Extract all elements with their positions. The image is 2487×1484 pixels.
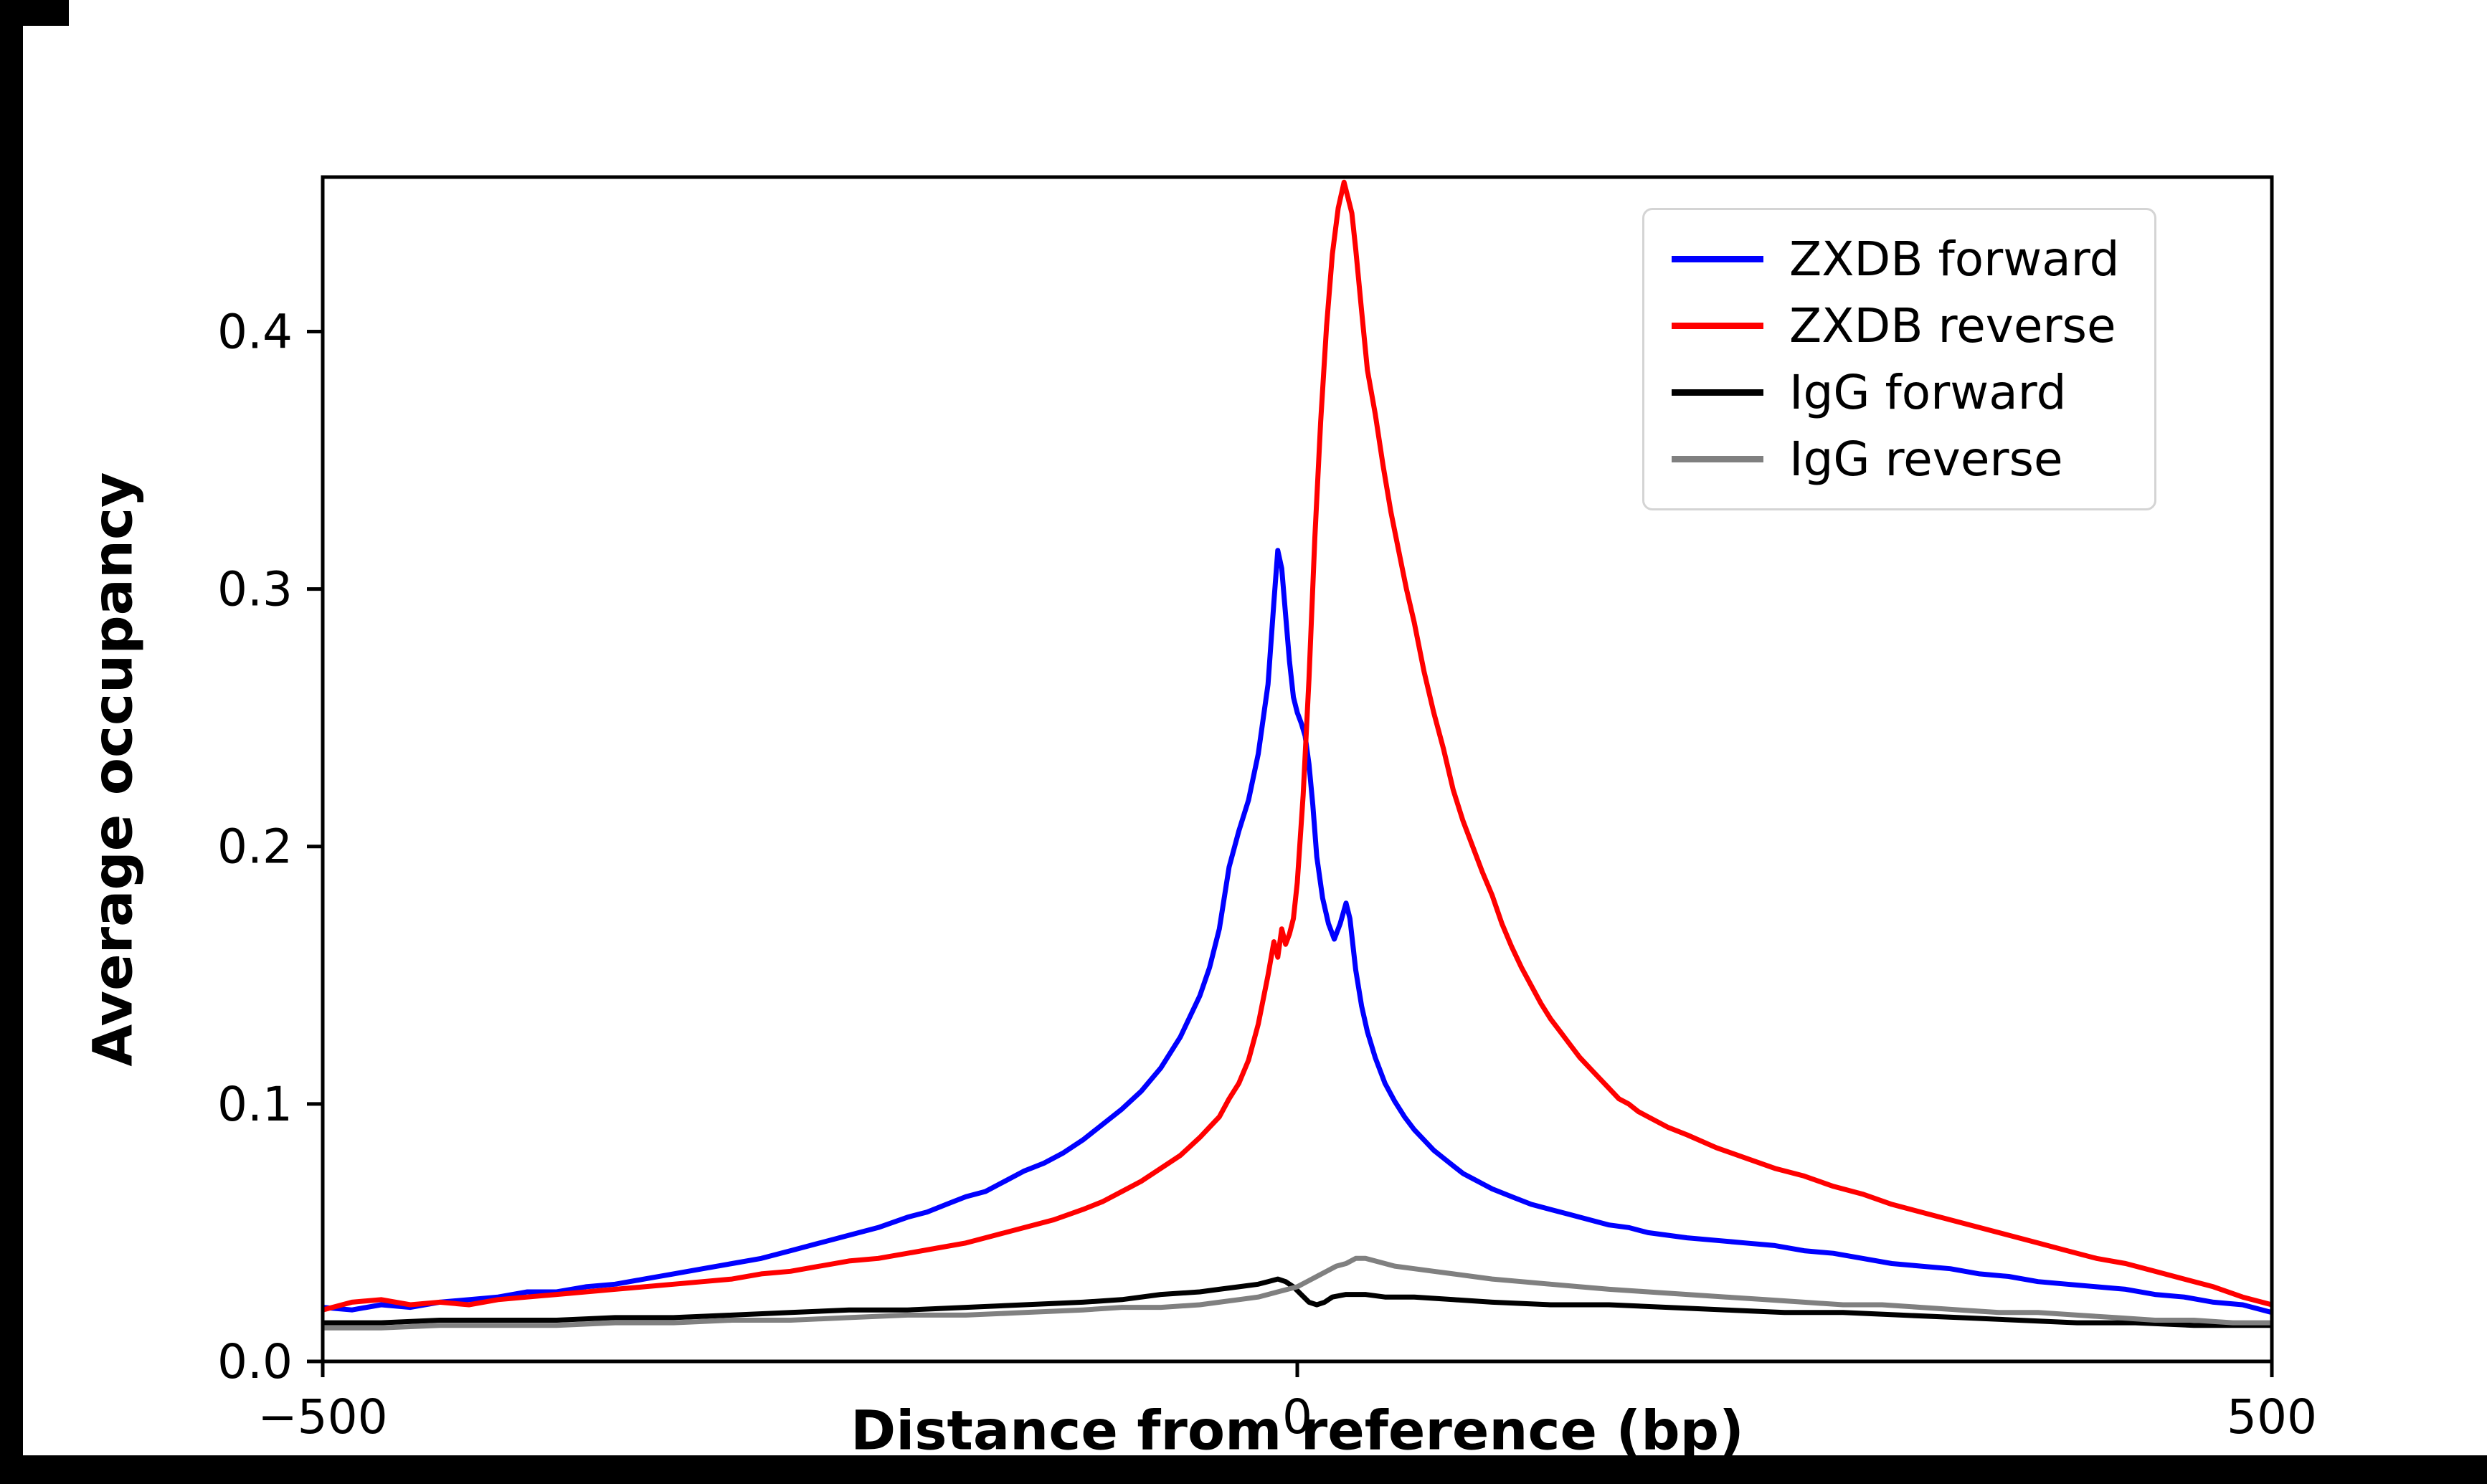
x-tick-label: 500	[2227, 1389, 2317, 1445]
legend-label: ZXDB forward	[1789, 232, 2120, 287]
screenshot-left-border	[0, 0, 23, 1484]
legend-item: IgG forward	[1672, 365, 2120, 420]
y-tick-label: 0.2	[217, 819, 293, 875]
series-line-igg-reverse	[323, 1255, 2272, 1331]
x-axis-label: Distance from reference (bp)	[851, 1398, 1744, 1462]
y-tick-label: 0.3	[217, 562, 293, 617]
series-line-igg-forward	[323, 1276, 2272, 1328]
x-tick-label: 0	[1282, 1389, 1312, 1445]
legend-line-swatch-igg-forward	[1672, 389, 1763, 396]
y-axis-label: Average occupancy	[80, 472, 145, 1067]
legend-label: IgG reverse	[1789, 432, 2063, 487]
screenshot-corner-border	[0, 0, 69, 26]
legend: ZXDB forward ZXDB reverse IgG forward Ig…	[1642, 208, 2156, 510]
legend-item: ZXDB forward	[1672, 232, 2120, 287]
screenshot-bottom-border	[0, 1455, 2487, 1484]
legend-item: ZXDB reverse	[1672, 298, 2120, 353]
legend-line-swatch-zxdb-reverse	[1672, 323, 1763, 329]
y-tick-label: 0.1	[217, 1077, 293, 1132]
y-tick-label: 0.4	[217, 304, 293, 359]
legend-label: ZXDB reverse	[1789, 298, 2116, 353]
legend-line-swatch-igg-reverse	[1672, 456, 1763, 462]
series-line-zxdb-reverse	[323, 179, 2272, 1313]
legend-label: IgG forward	[1789, 365, 2067, 420]
legend-item: IgG reverse	[1672, 432, 2120, 487]
y-tick-label: 0.0	[217, 1334, 293, 1389]
series-line-zxdb-forward	[323, 548, 2272, 1316]
legend-line-swatch-zxdb-forward	[1672, 256, 1763, 262]
x-tick-label: −500	[257, 1389, 387, 1445]
